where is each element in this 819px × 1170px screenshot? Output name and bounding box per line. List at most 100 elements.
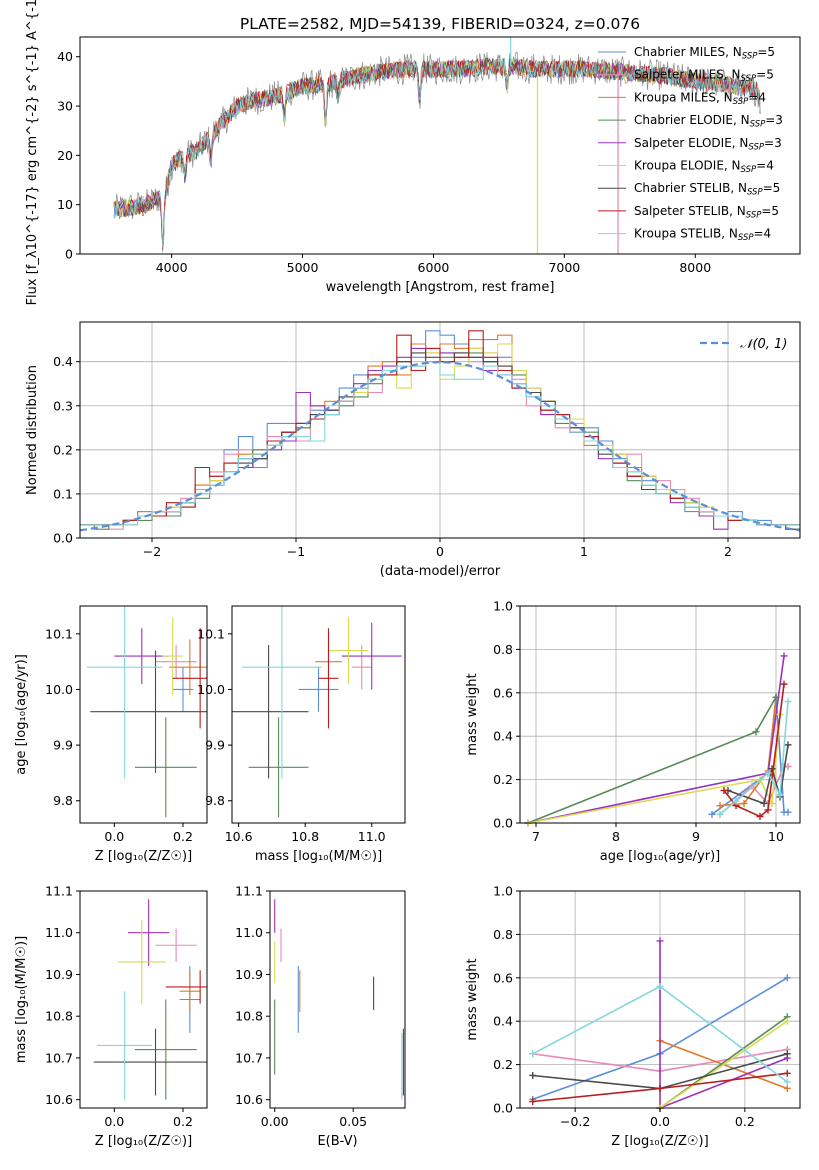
x-axis-label: mass [log₁₀(M/M☉)]: [255, 849, 382, 864]
weight-marker: [784, 741, 792, 749]
legend-label: Kroupa ELODIE, NSSP=4: [634, 159, 774, 176]
y-tick-label: 11.0: [235, 925, 263, 940]
legend-label: Salpeter ELODIE, NSSP=3: [634, 136, 782, 153]
x-axis-label: age [log₁₀(age/yr)]: [600, 849, 721, 864]
y-tick-label: 0.1: [53, 486, 73, 501]
weight-marker: [783, 1078, 791, 1086]
weight-marker: [529, 1050, 537, 1058]
y-tick-label: 0.4: [53, 354, 73, 369]
weight-marker: [784, 697, 792, 705]
weight-marker: [656, 982, 664, 990]
weight-marker: [752, 728, 760, 736]
x-tick-label: 8: [612, 829, 620, 844]
y-tick-label: 10.6: [235, 1092, 263, 1107]
x-axis-label: Z [log₁₀(Z/Z☉)]: [95, 1134, 192, 1149]
x-tick-label: 5000: [287, 260, 319, 275]
y-tick-label: 9.8: [205, 793, 225, 808]
x-tick-label: 0.0: [650, 1114, 670, 1129]
y-tick-label: 0.8: [493, 642, 513, 657]
y-tick-label: 9.8: [53, 793, 73, 808]
x-axis-label: Z [log₁₀(Z/Z☉)]: [611, 1134, 708, 1149]
weight-marker: [760, 799, 768, 807]
x-tick-label: −0.2: [560, 1114, 590, 1129]
weight-line: [659, 1020, 788, 1109]
x-tick-label: 9: [692, 829, 700, 844]
weight-marker: [656, 1084, 664, 1092]
x-tick-label: 1: [580, 544, 588, 559]
x-axis-label: E(B-V): [317, 1134, 357, 1149]
y-tick-label: 10.9: [235, 967, 263, 982]
y-tick-label: 11.1: [45, 884, 73, 899]
y-tick-label: 9.9: [53, 738, 73, 753]
y-tick-label: 30: [57, 99, 73, 114]
y-axis-label: mass weight: [465, 673, 480, 755]
weight-marker: [529, 1071, 537, 1079]
y-tick-label: 10.9: [45, 967, 73, 982]
x-axis-label: (data-model)/error: [380, 564, 501, 579]
y-tick-label: 0.2: [493, 772, 513, 787]
x-tick-label: 0.2: [735, 1114, 755, 1129]
x-tick-label: 4000: [156, 260, 188, 275]
x-tick-label: 0.2: [173, 829, 193, 844]
y-tick-label: 1.0: [493, 599, 513, 614]
x-tick-label: 0.0: [104, 829, 124, 844]
weight-marker: [780, 680, 788, 688]
y-tick-label: 11.1: [235, 884, 263, 899]
y-tick-label: 0.4: [493, 729, 513, 744]
weight-marker: [783, 1084, 791, 1092]
y-axis-label: mass weight: [465, 958, 480, 1040]
weight-marker: [756, 812, 764, 820]
y-tick-label: 0: [65, 247, 73, 262]
weight-marker: [720, 786, 728, 794]
weight-line: [527, 655, 785, 824]
y-tick-label: 10: [57, 197, 73, 212]
weight-marker: [764, 806, 772, 814]
y-tick-label: 0.8: [493, 927, 513, 942]
x-tick-label: −1: [287, 544, 305, 559]
legend-label: Chabrier MILES, NSSP=5: [634, 45, 775, 62]
y-tick-label: 11.0: [45, 925, 73, 940]
weight-marker: [716, 810, 724, 818]
legend-label: Kroupa STELIB, NSSP=4: [634, 227, 771, 244]
weight-line: [527, 714, 781, 824]
legend-label: Chabrier STELIB, NSSP=5: [634, 181, 780, 198]
axes-frame: [79, 890, 208, 1109]
y-tick-label: 9.9: [205, 738, 225, 753]
x-axis-label: Z [log₁₀(Z/Z☉)]: [95, 849, 192, 864]
weight-marker: [768, 799, 776, 807]
weight-marker: [783, 974, 791, 982]
y-tick-label: 10.0: [45, 682, 73, 697]
axes-frame: [269, 890, 406, 1109]
x-tick-label: 8000: [679, 260, 711, 275]
weight-marker: [784, 808, 792, 816]
axes-frame: [79, 605, 208, 824]
y-tick-label: 10.0: [197, 682, 225, 697]
y-tick-label: 0.0: [53, 531, 73, 546]
y-tick-label: 0.6: [493, 685, 513, 700]
x-tick-label: 10.6: [225, 829, 253, 844]
y-axis-label: Flux [f_λ10^{-17} erg cm^{-2} s^{-1} A^{…: [25, 0, 40, 305]
x-tick-label: 2: [724, 544, 732, 559]
y-axis-label: Normed distribution: [25, 365, 40, 495]
weight-marker: [783, 1069, 791, 1077]
y-tick-label: 20: [57, 148, 73, 163]
y-tick-label: 10.7: [45, 1050, 73, 1065]
weight-marker: [529, 1097, 537, 1105]
y-tick-label: 0.0: [493, 816, 513, 831]
figure-title: PLATE=2582, MJD=54139, FIBERID=0324, z=0…: [240, 15, 640, 33]
x-tick-label: 10: [768, 829, 784, 844]
legend-label: Salpeter STELIB, NSSP=5: [634, 204, 779, 221]
weight-marker: [764, 769, 772, 777]
y-tick-label: 0.4: [493, 1014, 513, 1029]
histogram-series: [80, 361, 800, 526]
x-tick-label: 6000: [418, 260, 450, 275]
y-tick-label: 0.3: [53, 398, 73, 413]
y-tick-label: 10.1: [197, 626, 225, 641]
x-tick-label: 0.00: [261, 1114, 289, 1129]
axes-frame: [231, 605, 406, 824]
y-tick-label: 10.1: [45, 626, 73, 641]
x-tick-label: −2: [143, 544, 161, 559]
legend-label-gaussian: 𝒩(0, 1): [740, 337, 787, 352]
y-axis-label: age [log₁₀(age/yr)]: [14, 654, 29, 775]
